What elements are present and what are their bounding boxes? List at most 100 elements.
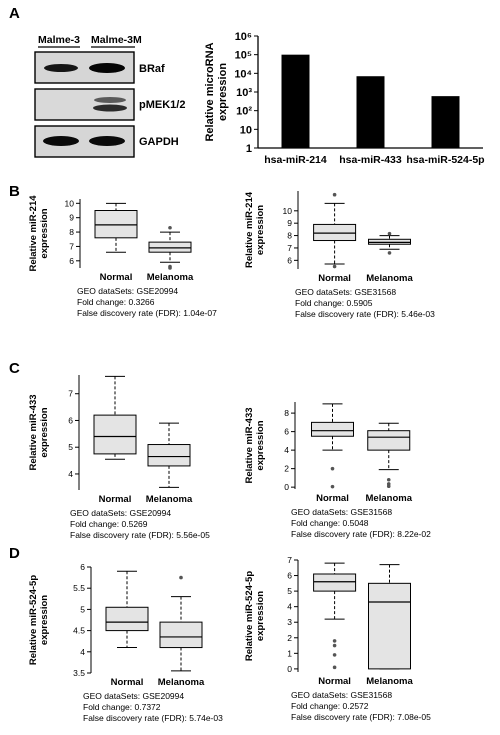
y-tick-label: 5.5 xyxy=(73,583,85,593)
y-axis-label-line: Relative miR-524-5p xyxy=(244,571,255,661)
y-axis-label-line: expression xyxy=(39,595,50,645)
caption-line: Fold change: 0.5269 xyxy=(70,519,148,529)
y-tick-label: 4 xyxy=(287,602,292,612)
y-tick-label: 6 xyxy=(80,562,85,572)
x-tick-label: Melanoma xyxy=(146,494,193,505)
y-tick-label: 2 xyxy=(287,633,292,643)
outlier-point xyxy=(168,266,172,270)
y-tick-label: 8 xyxy=(287,231,292,241)
y-axis-label-line: expression xyxy=(255,591,266,641)
panel-label-a: A xyxy=(9,5,20,22)
y-axis-label: Relative microRNAexpression xyxy=(204,42,229,141)
outlier-point xyxy=(332,665,337,670)
y-tick-label: 5 xyxy=(287,586,292,596)
blot-band xyxy=(44,64,78,72)
caption-line: False discovery rate (FDR): 5.46e-03 xyxy=(295,309,435,319)
x-tick-label: Melanoma xyxy=(147,272,194,283)
y-tick-label: 6 xyxy=(68,415,73,425)
caption-line: GEO dataSets: GSE31568 xyxy=(291,690,392,700)
outlier-point xyxy=(179,575,183,580)
y-tick-label: 7 xyxy=(69,241,74,251)
x-tick-label: Normal xyxy=(99,494,132,505)
x-tick-label: Melanoma xyxy=(366,676,413,687)
box xyxy=(368,238,411,245)
box xyxy=(159,621,203,649)
caption-line: False discovery rate (FDR): 7.08e-05 xyxy=(291,712,431,722)
y-tick-label: 10⁴ xyxy=(234,68,252,80)
y-axis-label: Relative miR-433expression xyxy=(28,394,50,470)
y-axis-label-line: Relative miR-524-5p xyxy=(28,575,39,665)
y-tick-label: 6 xyxy=(287,571,292,581)
y-axis-label: Relative miR-524-5pexpression xyxy=(244,571,266,661)
y-tick-label: 3 xyxy=(287,617,292,627)
caption-line: Fold change: 0.5048 xyxy=(291,518,369,528)
x-tick-label: Normal xyxy=(318,273,351,284)
x-tick-label: Normal xyxy=(100,272,133,283)
caption-line: GEO dataSets: GSE31568 xyxy=(291,507,392,517)
y-tick-label: 2 xyxy=(284,464,289,474)
y-tick-label: 4 xyxy=(284,445,289,455)
y-tick-label: 4 xyxy=(68,469,73,479)
y-axis-label-line: Relative microRNA xyxy=(204,42,216,141)
y-tick-label: 10⁶ xyxy=(235,31,252,43)
outlier-point xyxy=(330,484,335,489)
y-tick-label: 8 xyxy=(284,408,289,418)
outlier-point xyxy=(332,643,337,648)
outlier-point xyxy=(332,653,337,657)
y-tick-label: 10 xyxy=(283,206,293,216)
y-tick-label: 10⁵ xyxy=(235,50,252,62)
caption-line: Fold change: 0.5905 xyxy=(295,298,373,308)
blot-band-label: GAPDH xyxy=(139,136,179,148)
y-axis-label-line: Relative miR-214 xyxy=(244,191,255,268)
box-plot-c-right: 0 2 4 6 8 Normal Melanoma Relative miR-433expre… xyxy=(244,402,431,539)
box-plot-c-left: 4 5 6 7 Normal Melanoma Relative miR-433expres… xyxy=(28,375,210,540)
panel-label-d: D xyxy=(9,545,20,562)
panel-label-b: B xyxy=(9,183,20,200)
y-tick-label: 10² xyxy=(236,106,252,118)
outlier-point xyxy=(332,264,337,269)
box xyxy=(93,414,137,455)
caption-line: GEO dataSets: GSE20994 xyxy=(77,286,178,296)
y-axis-label-line: expression xyxy=(255,420,266,470)
blot-band-label: BRaf xyxy=(139,63,165,75)
y-tick-label: 4.5 xyxy=(73,626,85,636)
x-tick-label: Normal xyxy=(316,493,349,504)
box xyxy=(105,606,149,632)
y-tick-label: 7 xyxy=(287,555,292,565)
box xyxy=(148,241,192,253)
box-plot-d-right: 0 1 2 3 4 5 6 7 Normal Melanoma Relative miR-524-5… xyxy=(244,555,431,722)
y-axis-label-line: Relative miR-214 xyxy=(28,195,39,272)
outlier-point xyxy=(332,639,337,643)
panel-label-c: C xyxy=(9,360,20,377)
outlier-point xyxy=(332,192,337,197)
blot-band xyxy=(93,104,127,112)
y-tick-label: 5 xyxy=(68,442,73,452)
caption-line: False discovery rate (FDR): 5.74e-03 xyxy=(83,713,223,723)
box xyxy=(313,223,357,242)
y-axis-label-line: expression xyxy=(217,63,229,121)
y-tick-label: 0 xyxy=(287,664,292,674)
y-tick-label: 6 xyxy=(287,255,292,265)
y-tick-label: 10 xyxy=(65,198,75,208)
y-axis-label: Relative miR-214expression xyxy=(28,195,50,272)
bar xyxy=(431,96,460,148)
y-axis-label-line: expression xyxy=(39,407,50,457)
blot-band xyxy=(94,97,126,103)
box xyxy=(94,210,138,239)
y-axis-label-line: expression xyxy=(39,208,50,258)
caption-line: Fold change: 0.3266 xyxy=(77,297,155,307)
caption-line: GEO dataSets: GSE31568 xyxy=(295,287,396,297)
blot-lane-label: Malme-3M xyxy=(91,34,142,46)
y-axis-label: Relative miR-433expression xyxy=(244,407,266,483)
box-plot-b-right: 6 7 8 9 10 Normal Melanoma Relative miR-214expr… xyxy=(244,191,435,319)
y-axis-label-line: Relative miR-433 xyxy=(28,394,39,470)
bar xyxy=(281,54,310,148)
caption-line: Fold change: 0.7372 xyxy=(83,702,161,712)
caption-line: GEO dataSets: GSE20994 xyxy=(70,508,171,518)
outlier-point xyxy=(386,484,391,489)
bar xyxy=(356,76,385,148)
western-blot: Malme-3 Malme-3M BRaf pMEK1/2 GAPDH xyxy=(34,34,185,158)
y-tick-label: 8 xyxy=(69,227,74,237)
y-tick-label: 10 xyxy=(240,124,252,136)
